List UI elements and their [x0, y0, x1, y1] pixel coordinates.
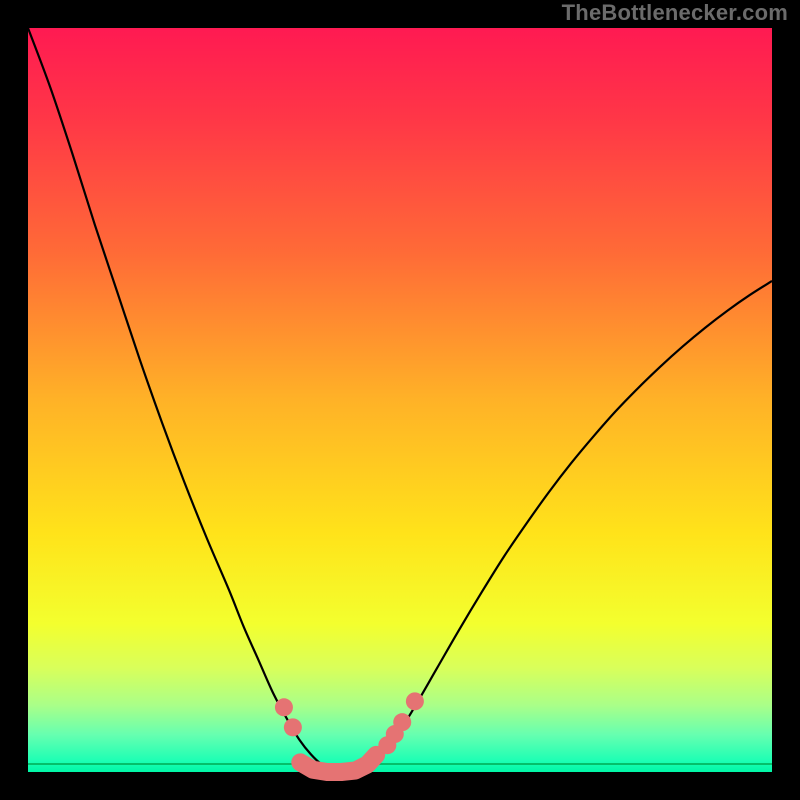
chart-background	[28, 28, 772, 772]
watermark-text: TheBottlenecker.com	[562, 0, 788, 26]
data-marker	[393, 713, 411, 731]
data-marker	[284, 718, 302, 736]
data-marker	[275, 698, 293, 716]
data-marker	[406, 692, 424, 710]
bottleneck-chart	[0, 0, 800, 800]
